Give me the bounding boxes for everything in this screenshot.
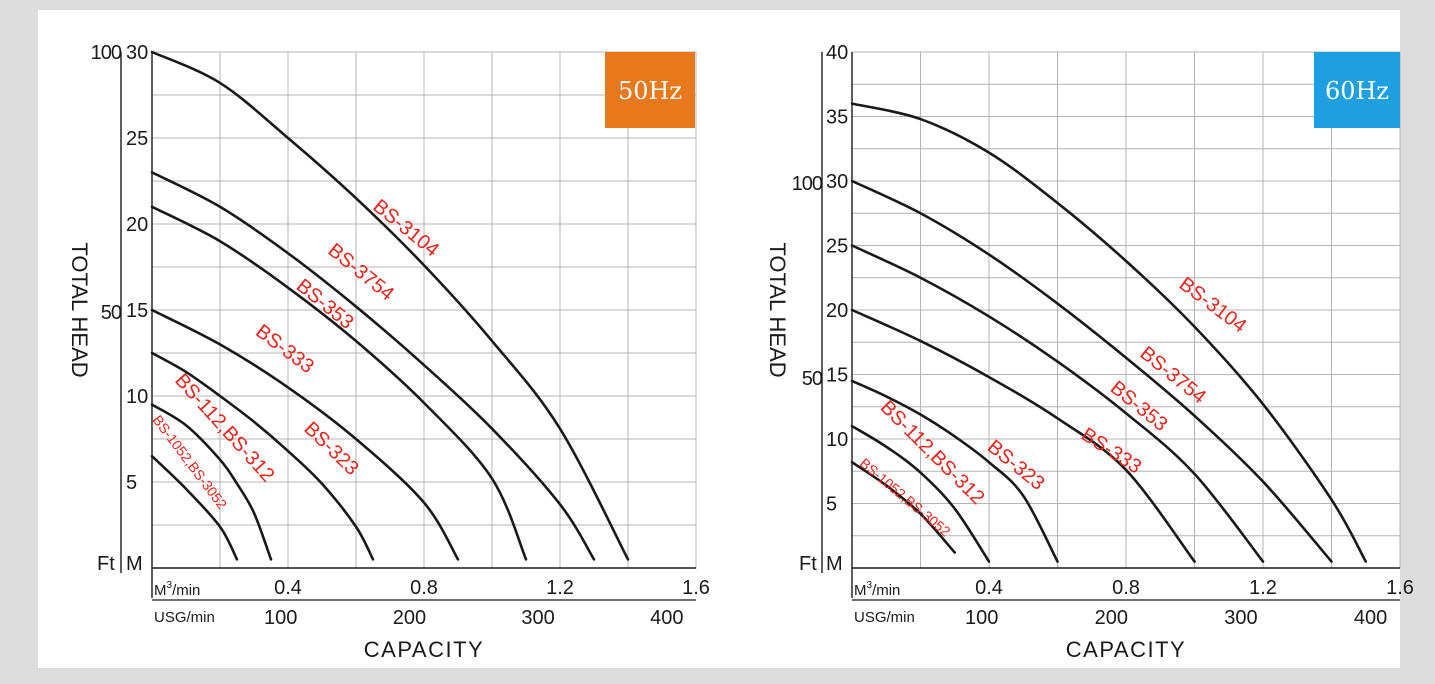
y-tick-label-ft: 50 bbox=[101, 302, 122, 324]
x-unit-secondary: USG/min bbox=[854, 609, 915, 626]
curve-bs-353 bbox=[150, 205, 528, 561]
x-unit-primary: M3/min bbox=[854, 580, 900, 599]
frequency-badge-label: 60Hz bbox=[1325, 77, 1389, 105]
y-tick-label-m: 30 bbox=[826, 171, 848, 193]
x-tick-label-primary: 0.4 bbox=[975, 577, 1003, 599]
x-axis-title: CAPACITY bbox=[1066, 637, 1186, 662]
curve-bs-333 bbox=[150, 308, 460, 561]
x-tick-label-primary: 1.2 bbox=[546, 577, 574, 599]
x-tick-label-primary: 1.2 bbox=[1249, 577, 1277, 599]
curve-bs-333 bbox=[850, 308, 1196, 563]
x-tick-label-secondary: 200 bbox=[393, 607, 426, 629]
y-tick-label-ft: 100 bbox=[792, 173, 823, 195]
curve-bs-112-bs-312 bbox=[850, 424, 991, 563]
y-tick-label-m: 40 bbox=[826, 42, 848, 64]
curve-bs-3104 bbox=[850, 102, 1368, 563]
x-tick-label-primary: 0.8 bbox=[410, 577, 438, 599]
y-tick-label-m: 10 bbox=[126, 386, 148, 408]
y-tick-label-m: 25 bbox=[826, 236, 848, 258]
y-tick-label-m: 30 bbox=[126, 42, 148, 64]
y-tick-label-m: 15 bbox=[126, 300, 148, 322]
x-tick-label-primary: 0.8 bbox=[1112, 577, 1140, 599]
curve-bs-3754 bbox=[150, 171, 596, 561]
y-axis-title: TOTAL HEAD bbox=[765, 242, 790, 377]
y-tick-label-m: 5 bbox=[126, 472, 137, 494]
y-tick-label-m: 20 bbox=[826, 300, 848, 322]
x-tick-label-secondary: 200 bbox=[1095, 607, 1128, 629]
x-tick-label-secondary: 300 bbox=[1224, 607, 1257, 629]
y-unit-ft: Ft bbox=[799, 553, 817, 575]
x-unit-primary: M3/min bbox=[154, 580, 200, 599]
y-axis-title: TOTAL HEAD bbox=[67, 242, 92, 377]
x-tick-label-secondary: 100 bbox=[264, 607, 297, 629]
y-tick-label-m: 15 bbox=[826, 365, 848, 387]
curve-bs-323 bbox=[850, 379, 1059, 563]
x-unit-secondary: USG/min bbox=[154, 609, 215, 626]
curve-bs-323 bbox=[150, 351, 375, 561]
y-tick-label-ft: 100 bbox=[91, 42, 122, 64]
y-tick-label-m: 5 bbox=[826, 494, 837, 516]
y-tick-label-m: 35 bbox=[826, 107, 848, 129]
x-tick-label-primary: 1.6 bbox=[682, 577, 710, 599]
x-tick-label-primary: 0.4 bbox=[274, 577, 302, 599]
y-tick-label-m: 20 bbox=[126, 214, 148, 236]
y-tick-label-ft: 50 bbox=[802, 368, 823, 390]
y-tick-label-m: 10 bbox=[826, 429, 848, 451]
y-unit-m: M bbox=[826, 553, 843, 575]
x-axis-title: CAPACITY bbox=[364, 637, 484, 662]
curve-bs-3104 bbox=[150, 50, 630, 561]
curve-bs-1052-bs-3052 bbox=[850, 460, 957, 554]
x-tick-label-secondary: 400 bbox=[650, 607, 683, 629]
x-tick-label-secondary: 100 bbox=[965, 607, 998, 629]
curve-bs-3754 bbox=[850, 179, 1333, 563]
x-tick-label-secondary: 300 bbox=[521, 607, 554, 629]
curve-bs-353 bbox=[850, 244, 1265, 563]
chart-panel-background bbox=[38, 10, 1400, 668]
y-unit-m: M bbox=[126, 553, 143, 575]
curve-bs-112-bs-312 bbox=[150, 403, 273, 561]
frequency-badge-label: 50Hz bbox=[618, 77, 682, 105]
curve-bs-1052-bs-3052 bbox=[150, 454, 239, 561]
frequency-badge bbox=[605, 52, 695, 128]
frequency-badge bbox=[1314, 52, 1400, 128]
x-tick-label-primary: 1.6 bbox=[1386, 577, 1414, 599]
y-tick-label-m: 25 bbox=[126, 128, 148, 150]
y-unit-ft: Ft bbox=[97, 553, 115, 575]
x-tick-label-secondary: 400 bbox=[1354, 607, 1387, 629]
